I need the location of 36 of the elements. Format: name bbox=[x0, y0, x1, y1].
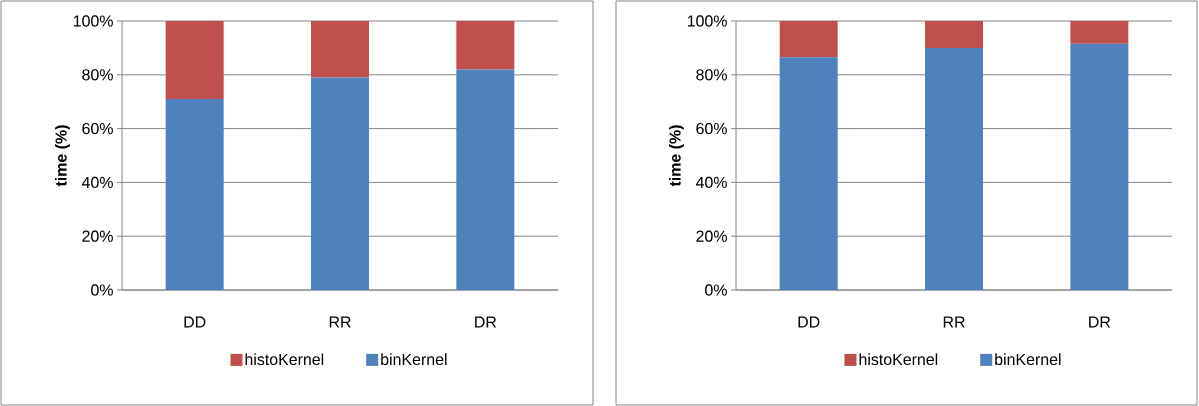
bar bbox=[165, 21, 224, 100]
y-tick-label: 100% bbox=[73, 15, 113, 27]
y-tick-label: 20% bbox=[82, 230, 113, 242]
legend-label: binKernel bbox=[995, 353, 1061, 366]
y-tick-label: 80% bbox=[82, 69, 113, 81]
y-tick-label: 20% bbox=[696, 230, 727, 242]
bar bbox=[1070, 21, 1129, 44]
y-tick-label: 60% bbox=[696, 122, 727, 135]
x-tick-label: DR bbox=[1089, 316, 1111, 328]
bar bbox=[1070, 43, 1129, 290]
y-tick-label: 80% bbox=[696, 69, 727, 81]
legend-label: binKernel bbox=[381, 353, 447, 366]
y-tick-label: 40% bbox=[695, 176, 727, 189]
y-tick-label: 0% bbox=[705, 284, 727, 296]
y-axis-title: time (%) bbox=[55, 125, 70, 187]
bar bbox=[456, 21, 515, 70]
legend-label: histoKernel bbox=[245, 353, 324, 366]
x-tick-label: RR bbox=[943, 316, 965, 328]
y-axis-title: time (%) bbox=[669, 125, 684, 187]
x-tick-label: DD bbox=[184, 316, 206, 328]
bar bbox=[456, 69, 515, 290]
bar bbox=[779, 21, 838, 58]
bar bbox=[311, 21, 370, 78]
y-tick-label: 0% bbox=[91, 284, 113, 296]
y-tick-label: 60% bbox=[82, 122, 113, 135]
bar bbox=[925, 21, 984, 48]
bar bbox=[165, 99, 224, 290]
x-tick-label: DD bbox=[798, 316, 820, 328]
x-tick-label: DR bbox=[475, 316, 497, 328]
legend-label: histoKernel bbox=[859, 353, 938, 366]
bar bbox=[779, 57, 838, 290]
y-tick-label: 40% bbox=[81, 176, 113, 189]
y-tick-label: 100% bbox=[687, 15, 727, 27]
x-tick-label: RR bbox=[329, 316, 351, 328]
bar bbox=[311, 77, 370, 290]
bar bbox=[925, 47, 984, 290]
